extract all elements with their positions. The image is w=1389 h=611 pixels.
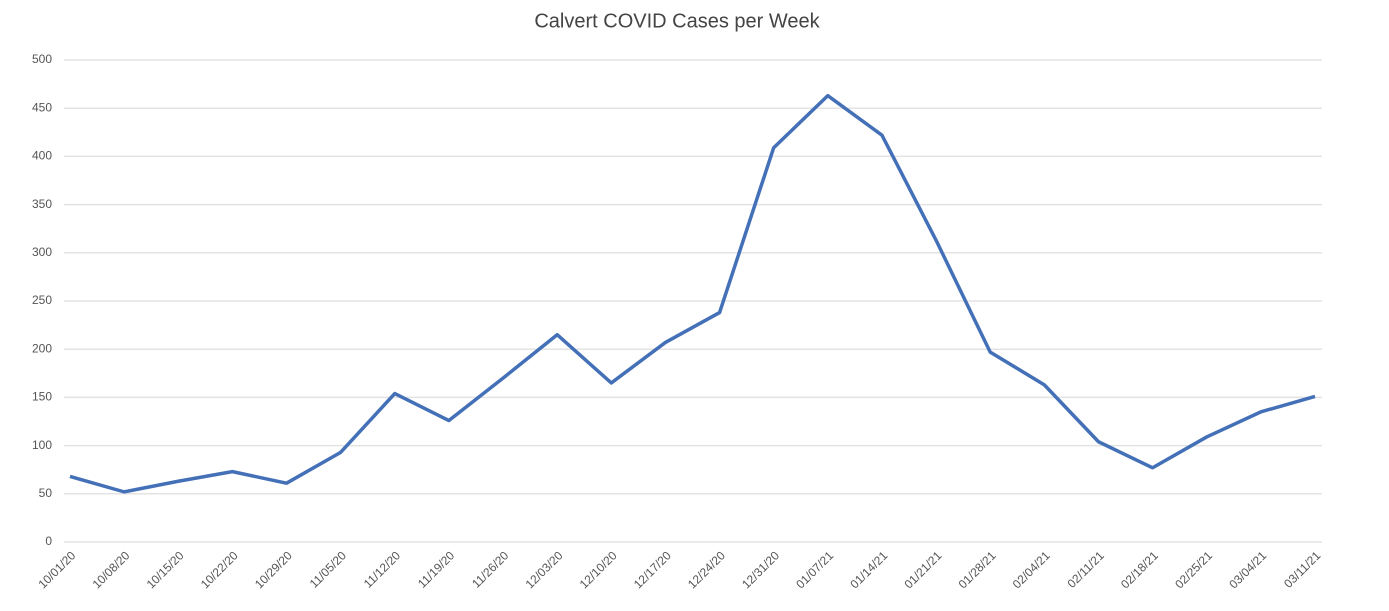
y-tick-label: 500 <box>32 52 52 66</box>
y-tick-label: 400 <box>32 149 52 163</box>
x-tick-label: 02/11/21 <box>1065 548 1108 591</box>
y-tick-label: 150 <box>32 390 52 404</box>
x-tick-label: 11/26/20 <box>469 548 512 591</box>
x-tick-label: 12/24/20 <box>685 548 728 591</box>
x-tick-label: 02/18/21 <box>1118 548 1161 591</box>
x-tick-label: 11/05/20 <box>307 548 350 591</box>
x-tick-label: 10/08/20 <box>90 548 133 591</box>
y-tick-label: 250 <box>32 293 52 307</box>
y-tick-label: 100 <box>32 438 52 452</box>
x-tick-label: 11/19/20 <box>415 548 458 591</box>
y-tick-label: 350 <box>32 197 52 211</box>
x-tick-label: 12/03/20 <box>523 548 566 591</box>
x-tick-label: 01/28/21 <box>956 548 999 591</box>
x-tick-label: 10/22/20 <box>198 548 241 591</box>
x-tick-label: 12/31/20 <box>739 548 782 591</box>
x-tick-label: 01/14/21 <box>847 548 890 591</box>
y-tick-label: 450 <box>32 100 52 114</box>
x-tick-label: 10/15/20 <box>144 548 187 591</box>
x-tick-label: 03/11/21 <box>1281 548 1324 591</box>
chart-title: Calvert COVID Cases per Week <box>534 10 820 32</box>
x-tick-label: 12/10/20 <box>577 548 620 591</box>
x-tick-label: 12/17/20 <box>631 548 674 591</box>
x-tick-label: 01/21/21 <box>902 548 945 591</box>
y-tick-label: 0 <box>45 534 52 548</box>
x-tick-label: 01/07/21 <box>793 548 836 591</box>
y-tick-label: 200 <box>32 341 52 355</box>
x-tick-label: 03/04/21 <box>1226 548 1269 591</box>
x-tick-label: 11/12/20 <box>361 548 404 591</box>
x-tick-label: 10/01/20 <box>35 548 78 591</box>
y-tick-label: 50 <box>39 486 53 500</box>
y-tick-label: 300 <box>32 245 52 259</box>
x-tick-label: 02/04/21 <box>1010 548 1053 591</box>
x-tick-label: 02/25/21 <box>1172 548 1215 591</box>
data-line <box>69 93 1316 494</box>
x-tick-label: 10/29/20 <box>252 548 295 591</box>
